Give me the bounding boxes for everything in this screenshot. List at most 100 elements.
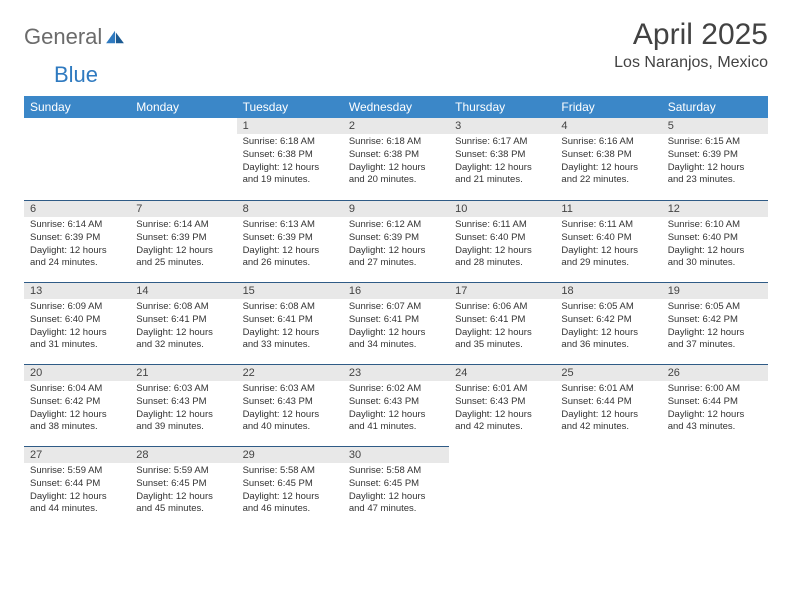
day-details: Sunrise: 5:59 AMSunset: 6:45 PMDaylight:… <box>130 463 236 520</box>
sunset-text: Sunset: 6:44 PM <box>561 396 655 409</box>
day-number: 29 <box>237 446 343 463</box>
daylight-text: Daylight: 12 hours and 42 minutes. <box>455 409 549 435</box>
day-details: Sunrise: 5:58 AMSunset: 6:45 PMDaylight:… <box>237 463 343 520</box>
day-details: Sunrise: 5:59 AMSunset: 6:44 PMDaylight:… <box>24 463 130 520</box>
daylight-text: Daylight: 12 hours and 22 minutes. <box>561 162 655 188</box>
day-number: 12 <box>662 200 768 217</box>
brand-word-2: Blue <box>24 62 98 88</box>
sunrise-text: Sunrise: 6:09 AM <box>30 301 124 314</box>
calendar-day-cell: 12Sunrise: 6:10 AMSunset: 6:40 PMDayligh… <box>662 200 768 282</box>
sunset-text: Sunset: 6:39 PM <box>668 149 762 162</box>
day-number: 22 <box>237 364 343 381</box>
day-details: Sunrise: 6:09 AMSunset: 6:40 PMDaylight:… <box>24 299 130 356</box>
calendar-day-cell: 18Sunrise: 6:05 AMSunset: 6:42 PMDayligh… <box>555 282 661 364</box>
daylight-text: Daylight: 12 hours and 41 minutes. <box>349 409 443 435</box>
day-details: Sunrise: 6:15 AMSunset: 6:39 PMDaylight:… <box>662 134 768 191</box>
sunrise-text: Sunrise: 6:13 AM <box>243 219 337 232</box>
daylight-text: Daylight: 12 hours and 25 minutes. <box>136 245 230 271</box>
day-details: Sunrise: 6:07 AMSunset: 6:41 PMDaylight:… <box>343 299 449 356</box>
calendar-day-cell <box>24 118 130 200</box>
sunset-text: Sunset: 6:38 PM <box>349 149 443 162</box>
day-number: 7 <box>130 200 236 217</box>
calendar-day-cell: 15Sunrise: 6:08 AMSunset: 6:41 PMDayligh… <box>237 282 343 364</box>
sunset-text: Sunset: 6:40 PM <box>455 232 549 245</box>
sunrise-text: Sunrise: 6:17 AM <box>455 136 549 149</box>
sunset-text: Sunset: 6:40 PM <box>30 314 124 327</box>
sunrise-text: Sunrise: 6:12 AM <box>349 219 443 232</box>
daylight-text: Daylight: 12 hours and 29 minutes. <box>561 245 655 271</box>
sunrise-text: Sunrise: 6:01 AM <box>455 383 549 396</box>
calendar-day-cell: 4Sunrise: 6:16 AMSunset: 6:38 PMDaylight… <box>555 118 661 200</box>
sunrise-text: Sunrise: 6:04 AM <box>30 383 124 396</box>
daylight-text: Daylight: 12 hours and 43 minutes. <box>668 409 762 435</box>
daylight-text: Daylight: 12 hours and 26 minutes. <box>243 245 337 271</box>
day-details: Sunrise: 6:01 AMSunset: 6:43 PMDaylight:… <box>449 381 555 438</box>
sunrise-text: Sunrise: 6:07 AM <box>349 301 443 314</box>
day-number: 24 <box>449 364 555 381</box>
daylight-text: Daylight: 12 hours and 30 minutes. <box>668 245 762 271</box>
day-number: 16 <box>343 282 449 299</box>
sunset-text: Sunset: 6:41 PM <box>136 314 230 327</box>
daylight-text: Daylight: 12 hours and 47 minutes. <box>349 491 443 517</box>
daylight-text: Daylight: 12 hours and 36 minutes. <box>561 327 655 353</box>
sail-icon <box>104 29 126 45</box>
daylight-text: Daylight: 12 hours and 33 minutes. <box>243 327 337 353</box>
day-details: Sunrise: 6:00 AMSunset: 6:44 PMDaylight:… <box>662 381 768 438</box>
day-details: Sunrise: 6:13 AMSunset: 6:39 PMDaylight:… <box>237 217 343 274</box>
calendar-day-cell: 26Sunrise: 6:00 AMSunset: 6:44 PMDayligh… <box>662 364 768 446</box>
calendar-table: SundayMondayTuesdayWednesdayThursdayFrid… <box>24 96 768 528</box>
daylight-text: Daylight: 12 hours and 38 minutes. <box>30 409 124 435</box>
day-number: 23 <box>343 364 449 381</box>
day-details: Sunrise: 6:03 AMSunset: 6:43 PMDaylight:… <box>237 381 343 438</box>
day-number: 2 <box>343 118 449 134</box>
daylight-text: Daylight: 12 hours and 20 minutes. <box>349 162 443 188</box>
day-details: Sunrise: 6:08 AMSunset: 6:41 PMDaylight:… <box>130 299 236 356</box>
calendar-body: 1Sunrise: 6:18 AMSunset: 6:38 PMDaylight… <box>24 118 768 528</box>
calendar-day-cell: 6Sunrise: 6:14 AMSunset: 6:39 PMDaylight… <box>24 200 130 282</box>
day-number: 21 <box>130 364 236 381</box>
sunrise-text: Sunrise: 6:00 AM <box>668 383 762 396</box>
daylight-text: Daylight: 12 hours and 21 minutes. <box>455 162 549 188</box>
daylight-text: Daylight: 12 hours and 44 minutes. <box>30 491 124 517</box>
calendar-day-cell: 17Sunrise: 6:06 AMSunset: 6:41 PMDayligh… <box>449 282 555 364</box>
day-number: 13 <box>24 282 130 299</box>
calendar-week-row: 20Sunrise: 6:04 AMSunset: 6:42 PMDayligh… <box>24 364 768 446</box>
sunrise-text: Sunrise: 6:02 AM <box>349 383 443 396</box>
daylight-text: Daylight: 12 hours and 23 minutes. <box>668 162 762 188</box>
day-number: 9 <box>343 200 449 217</box>
weekday-header: Sunday <box>24 96 130 118</box>
sunrise-text: Sunrise: 6:06 AM <box>455 301 549 314</box>
calendar-day-cell: 10Sunrise: 6:11 AMSunset: 6:40 PMDayligh… <box>449 200 555 282</box>
brand-logo: General <box>24 18 128 50</box>
daylight-text: Daylight: 12 hours and 32 minutes. <box>136 327 230 353</box>
sunset-text: Sunset: 6:45 PM <box>243 478 337 491</box>
title-block: April 2025 Los Naranjos, Mexico <box>614 18 768 72</box>
calendar-day-cell: 30Sunrise: 5:58 AMSunset: 6:45 PMDayligh… <box>343 446 449 528</box>
day-details: Sunrise: 5:58 AMSunset: 6:45 PMDaylight:… <box>343 463 449 520</box>
day-details: Sunrise: 6:05 AMSunset: 6:42 PMDaylight:… <box>662 299 768 356</box>
day-number: 17 <box>449 282 555 299</box>
sunrise-text: Sunrise: 6:03 AM <box>243 383 337 396</box>
sunrise-text: Sunrise: 6:08 AM <box>243 301 337 314</box>
calendar-day-cell: 8Sunrise: 6:13 AMSunset: 6:39 PMDaylight… <box>237 200 343 282</box>
calendar-day-cell: 21Sunrise: 6:03 AMSunset: 6:43 PMDayligh… <box>130 364 236 446</box>
calendar-day-cell: 24Sunrise: 6:01 AMSunset: 6:43 PMDayligh… <box>449 364 555 446</box>
day-number: 1 <box>237 118 343 134</box>
day-details: Sunrise: 6:16 AMSunset: 6:38 PMDaylight:… <box>555 134 661 191</box>
calendar-day-cell <box>130 118 236 200</box>
brand-word-1: General <box>24 24 102 50</box>
calendar-day-cell: 1Sunrise: 6:18 AMSunset: 6:38 PMDaylight… <box>237 118 343 200</box>
day-details: Sunrise: 6:10 AMSunset: 6:40 PMDaylight:… <box>662 217 768 274</box>
sunset-text: Sunset: 6:42 PM <box>668 314 762 327</box>
sunset-text: Sunset: 6:39 PM <box>349 232 443 245</box>
daylight-text: Daylight: 12 hours and 19 minutes. <box>243 162 337 188</box>
daylight-text: Daylight: 12 hours and 42 minutes. <box>561 409 655 435</box>
location-subtitle: Los Naranjos, Mexico <box>614 54 768 72</box>
sunrise-text: Sunrise: 6:15 AM <box>668 136 762 149</box>
weekday-header: Wednesday <box>343 96 449 118</box>
day-details: Sunrise: 6:12 AMSunset: 6:39 PMDaylight:… <box>343 217 449 274</box>
sunset-text: Sunset: 6:45 PM <box>349 478 443 491</box>
day-number: 26 <box>662 364 768 381</box>
day-number: 15 <box>237 282 343 299</box>
day-number: 4 <box>555 118 661 134</box>
